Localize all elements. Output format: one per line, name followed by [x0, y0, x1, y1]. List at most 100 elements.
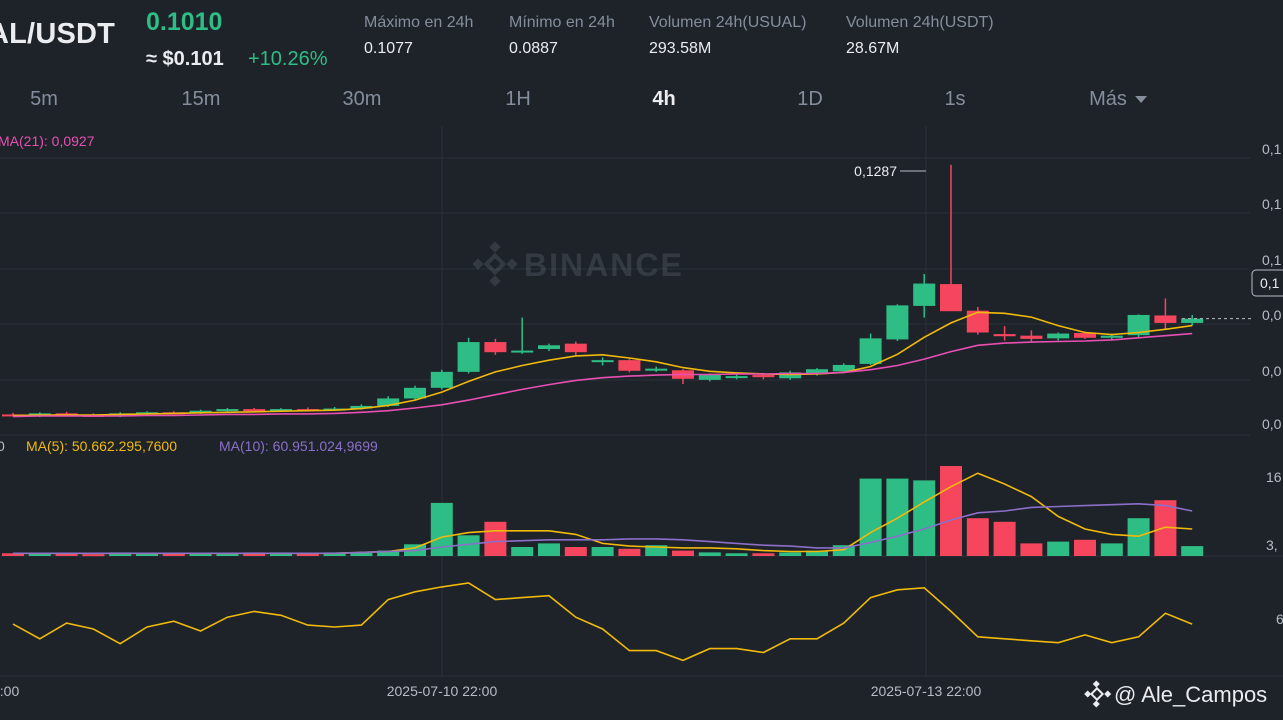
- price-axis-labels: 0,1 0,1 0,1 0,0 0,0 0,0: [1262, 141, 1282, 432]
- volume-bar: [1100, 543, 1123, 556]
- usd-price: ≈ $0.101: [146, 48, 224, 70]
- candle-body: [404, 387, 426, 399]
- volume-bar: [618, 548, 641, 556]
- candle-body: [430, 371, 453, 388]
- high-marker: 0,1287: [854, 163, 926, 179]
- y-label: 16: [1266, 469, 1282, 485]
- indicator-polyline: [12, 582, 1193, 662]
- volume-bar: [1047, 541, 1070, 556]
- volume-bar: [189, 553, 212, 556]
- volume-bar: [913, 480, 936, 556]
- candle-body: [189, 410, 212, 413]
- volume-bar: [645, 545, 668, 556]
- last-price: 0.1010: [146, 8, 223, 36]
- volume-bar: [698, 552, 721, 556]
- price-tag: [1251, 269, 1283, 297]
- tab-4h[interactable]: 4h: [652, 88, 676, 110]
- volume-bar: [511, 547, 534, 556]
- y-label: 0,1: [1262, 196, 1282, 212]
- volume-bar: [216, 553, 239, 556]
- candle-body: [1100, 335, 1123, 338]
- candle-body: [1074, 333, 1096, 338]
- candle-body: [457, 342, 480, 372]
- candle-body: [1154, 315, 1177, 323]
- volume-bar: [28, 553, 51, 556]
- stat-volume-quote: Volumen 24h(USDT) 28.67M: [846, 14, 994, 58]
- ticker-header: AL/USDT 0.1010 ≈ $0.101 +10.26% Máximo e…: [0, 0, 1283, 80]
- stat-volume-base: Volumen 24h(USUAL) 293.58M: [649, 14, 806, 58]
- volume-bar: [1074, 539, 1096, 556]
- x-label: 2025-07-10 22:00: [387, 683, 498, 699]
- volume-bar: [457, 535, 480, 556]
- volume-bar: [377, 550, 400, 556]
- volume-bar: [162, 553, 185, 556]
- volume-bar: [1154, 500, 1177, 556]
- candle-body: [1020, 335, 1043, 339]
- candle-body: [1181, 318, 1204, 323]
- volume-bar: [1181, 546, 1204, 556]
- candle-body: [243, 409, 266, 412]
- candle-body: [564, 343, 587, 353]
- stat-low-24h: Mínimo en 24h 0.0887: [509, 14, 615, 58]
- tab-more[interactable]: Más: [1089, 88, 1147, 111]
- volume-bar: [538, 543, 560, 556]
- volume-ma10-legend: MA(10): 60.951.024,9699: [219, 438, 378, 454]
- tab-1d[interactable]: 1D: [797, 88, 823, 110]
- candle-body: [1127, 314, 1150, 336]
- indicator-line: [12, 582, 1193, 662]
- ma-short-line: [12, 311, 1193, 417]
- candle-body: [779, 372, 802, 379]
- watermark-text: BINANCE: [524, 247, 684, 283]
- volume-bar: [940, 466, 962, 556]
- volume-bar: [323, 552, 346, 556]
- candle-body: [886, 305, 909, 340]
- tab-5m[interactable]: 5m: [30, 88, 58, 110]
- x-label: 2:00: [0, 683, 19, 699]
- candle-body: [832, 364, 855, 372]
- last-price-line: 0,1: [1182, 269, 1283, 320]
- volume-bar: [82, 554, 105, 557]
- volume-bar: [1020, 543, 1043, 556]
- candle-body: [216, 409, 239, 412]
- tab-15m[interactable]: 15m: [181, 88, 221, 110]
- binance-logo-icon: [472, 241, 518, 287]
- price-tag-label: 0,1: [1260, 275, 1280, 291]
- time-axis: 2:00 2025-07-10 22:00 2025-07-13 22:00: [0, 683, 981, 699]
- candlesticks: [2, 164, 1204, 418]
- tab-1s[interactable]: 1s: [944, 88, 966, 110]
- y-label: 0,0: [1262, 416, 1282, 432]
- tab-1h[interactable]: 1H: [505, 88, 531, 110]
- author-credit-text: @ Ale_Campos: [1114, 682, 1267, 707]
- y-label: 0,0: [1262, 363, 1282, 379]
- ma21-line: [12, 332, 1193, 418]
- candle-body: [966, 310, 989, 333]
- candle-body: [618, 360, 641, 371]
- volume-bar: [966, 518, 989, 556]
- candle-body: [698, 374, 721, 380]
- x-label: 2025-07-13 22:00: [871, 683, 982, 699]
- volume-bar: [109, 552, 132, 556]
- volume-bar: [591, 547, 614, 556]
- high-marker-label: 0,1287: [854, 163, 897, 179]
- stat-value: 0.0887: [509, 40, 558, 57]
- candle-body: [940, 284, 962, 312]
- tab-more-label: Más: [1089, 88, 1127, 110]
- candle-body: [377, 398, 400, 406]
- stat-label: Volumen 24h(USUAL): [649, 14, 807, 31]
- candle-body: [806, 369, 828, 374]
- volume-bars: [2, 466, 1204, 557]
- candle-body: [859, 338, 882, 364]
- volume-bar: [725, 553, 748, 556]
- tab-30m[interactable]: 30m: [342, 88, 382, 110]
- volume-bar: [806, 550, 828, 556]
- ma21-legend: MA(21): 0,0927: [0, 133, 95, 149]
- volume-bar: [832, 545, 855, 556]
- indicator-y-label: 6: [1276, 611, 1283, 627]
- volume-bar: [430, 502, 453, 556]
- stat-value: 293.58M: [649, 40, 712, 57]
- volume-bar: [55, 553, 78, 556]
- trading-pair[interactable]: AL/USDT: [0, 18, 116, 50]
- y-label: 0,1: [1262, 252, 1282, 268]
- candle-body: [645, 368, 668, 371]
